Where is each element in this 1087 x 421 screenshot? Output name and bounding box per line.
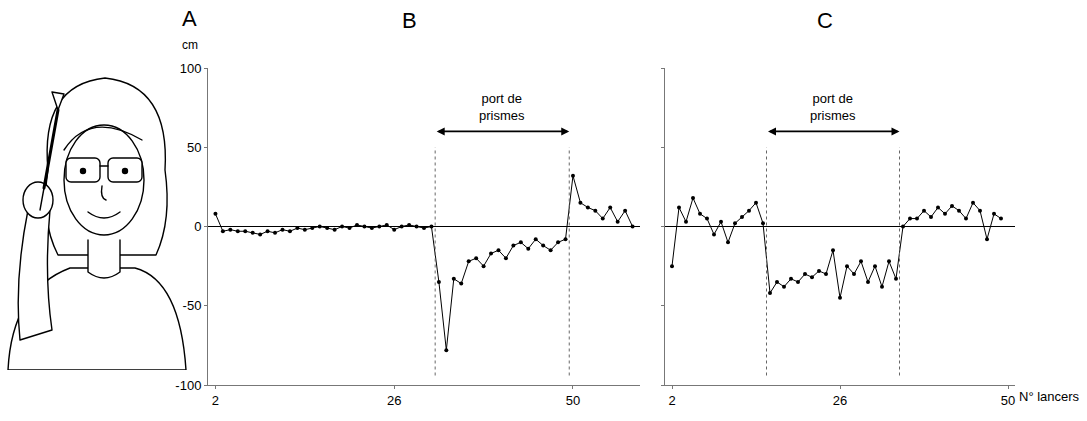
svg-text:-100: -100 [175,378,201,393]
svg-text:26: 26 [833,393,847,408]
svg-text:port deprismes: port deprismes [479,91,525,123]
svg-text:B: B [402,8,417,33]
svg-text:-50: -50 [183,298,202,313]
html-text:A: A [182,6,197,31]
svg-text:100: 100 [180,61,202,76]
svg-text:0: 0 [194,219,201,234]
svg-text:50: 50 [187,140,201,155]
svg-text:port deprismes: port deprismes [810,91,856,123]
svg-text:C: C [817,8,833,33]
svg-text:cm: cm [182,38,198,52]
svg-text:50: 50 [1001,393,1015,408]
svg-text:2: 2 [668,393,675,408]
svg-text:26: 26 [387,393,401,408]
svg-text:50: 50 [566,393,580,408]
svg-text:2: 2 [212,393,219,408]
svg-text:N° lancers: N° lancers [1019,389,1080,404]
